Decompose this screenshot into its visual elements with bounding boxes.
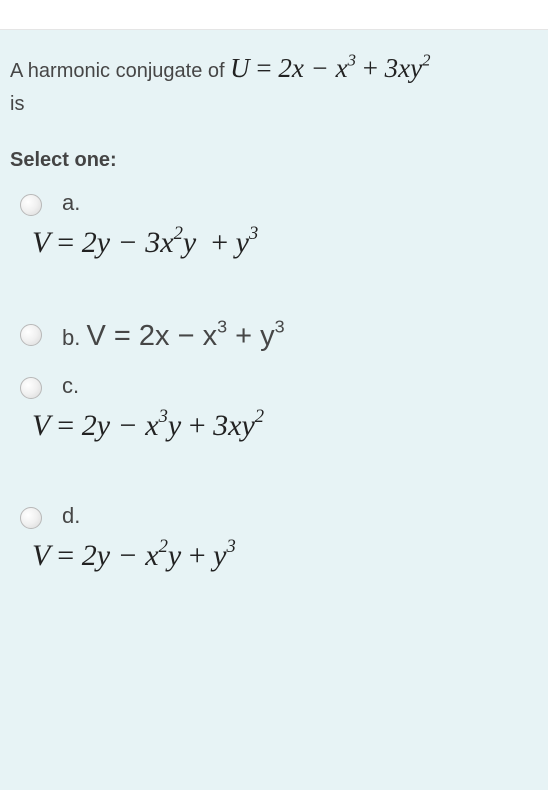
radio-b[interactable] [20, 324, 42, 346]
top-bar [0, 0, 548, 30]
radio-a[interactable] [20, 194, 42, 216]
option-d-body: d. V = 2y − x2y + y3 [62, 503, 538, 613]
option-a-equation: V = 2y − 3x2y + y3 [32, 226, 538, 260]
question-prompt: A harmonic conjugate of U = 2x − x3 + 3x… [10, 48, 538, 119]
option-b: b. V = 2x − x3 + y3 [10, 320, 538, 353]
option-d-letter: d. [62, 503, 538, 529]
option-c-equation: V = 2y − x3y + 3xy2 [32, 409, 538, 443]
option-c: c. V = 2y − x3y + 3xy2 [10, 373, 538, 493]
option-a: a. V = 2y − 3x2y + y3 [10, 190, 538, 310]
option-c-body: c. V = 2y − x3y + 3xy2 [62, 373, 538, 493]
question-panel: A harmonic conjugate of U = 2x − x3 + 3x… [0, 30, 548, 790]
option-a-letter: a. [62, 190, 538, 216]
option-b-letter: b. [62, 325, 80, 350]
option-d: d. V = 2y − x2y + y3 [10, 503, 538, 613]
option-b-equation: V = 2x − x3 + y3 [86, 320, 284, 352]
option-b-body: b. V = 2x − x3 + y3 [62, 320, 538, 353]
option-d-equation: V = 2y − x2y + y3 [32, 539, 538, 573]
radio-c[interactable] [20, 377, 42, 399]
option-a-body: a. V = 2y − 3x2y + y3 [62, 190, 538, 310]
option-c-letter: c. [62, 373, 538, 399]
select-one-label: Select one: [10, 149, 538, 172]
prompt-text-pre: A harmonic conjugate of [10, 60, 230, 82]
prompt-equation: U = 2x − x3 + 3xy2 [230, 53, 430, 83]
radio-d[interactable] [20, 507, 42, 529]
prompt-text-post: is [10, 93, 24, 115]
